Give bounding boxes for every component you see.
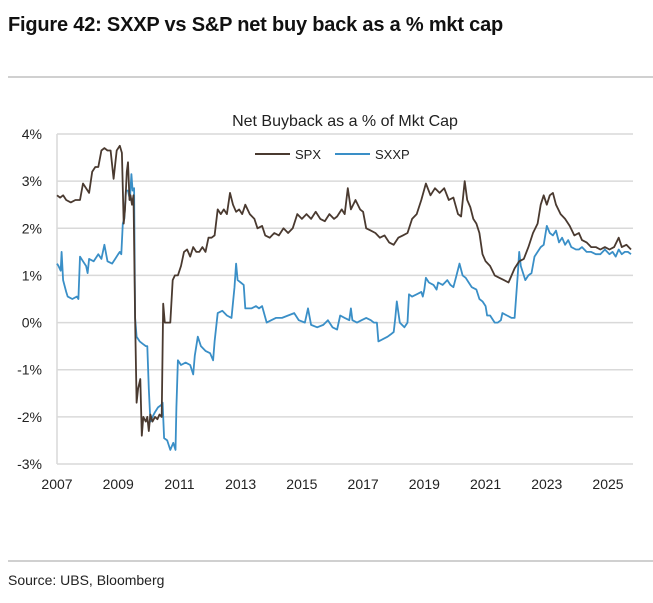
y-tick-label: 2% [22, 220, 42, 236]
x-tick-label: 2011 [164, 476, 194, 492]
y-tick-label: -2% [17, 409, 42, 425]
chart: Net Buyback as a % of Mkt Cap 4% 3% 2% 1% 0%… [17, 113, 633, 492]
x-tick-label: 2021 [470, 476, 501, 492]
x-tick-label: 2013 [225, 476, 256, 492]
y-axis-ticks: 4% 3% 2% 1% 0% -1% -2% -3% [17, 126, 42, 472]
x-tick-label: 2009 [103, 476, 134, 492]
x-tick-label: 2023 [531, 476, 562, 492]
legend-label-sxxp: SXXP [375, 147, 410, 162]
y-tick-label: 1% [22, 267, 42, 283]
legend-label-spx: SPX [295, 147, 321, 162]
x-tick-label: 2019 [409, 476, 440, 492]
y-tick-label: 3% [22, 173, 42, 189]
gridlines [56, 133, 633, 465]
y-tick-label: -3% [17, 456, 42, 472]
series-line-sxxp [56, 173, 632, 451]
x-tick-label: 2015 [286, 476, 317, 492]
bottom-divider [8, 560, 653, 562]
top-divider [8, 76, 653, 78]
y-tick-label: 4% [22, 126, 42, 142]
x-tick-label: 2017 [348, 476, 379, 492]
x-axis-ticks: 2007 2009 2011 2013 2015 2017 2019 2021 2023 2025 [41, 476, 623, 492]
chart-title: Net Buyback as a % of Mkt Cap [232, 113, 458, 130]
source-note: Source: UBS, Bloomberg [8, 572, 165, 588]
series-line-spx [56, 144, 632, 437]
x-tick-label: 2007 [41, 476, 72, 492]
x-tick-label: 2025 [592, 476, 623, 492]
legend: SPX SXXP [255, 147, 410, 162]
figure-title: Figure 42: SXXP vs S&P net buy back as a… [8, 14, 504, 36]
series-lines [56, 144, 632, 451]
y-tick-label: 0% [22, 315, 42, 331]
y-tick-label: -1% [17, 362, 42, 378]
